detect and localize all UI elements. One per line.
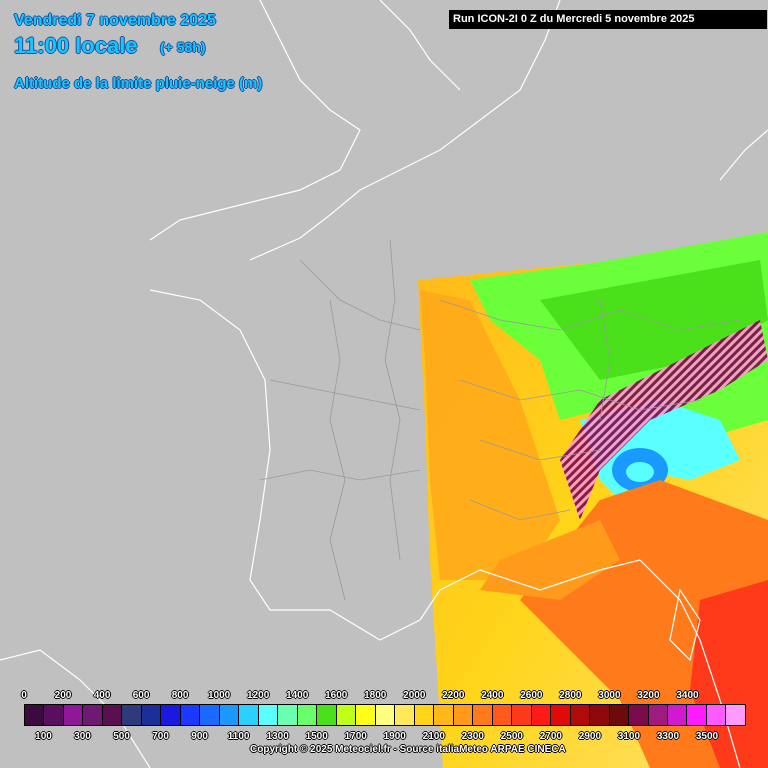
legend-label-bottom: 3100 [617,731,641,742]
legend-label-top: 800 [171,690,189,701]
legend-label-top: 2200 [442,690,465,701]
legend-swatch [63,705,84,725]
legend-swatch [551,705,571,725]
legend-label-bottom: 1500 [305,731,328,742]
legend-label-top: 3400 [676,690,699,701]
legend-label-bottom: 2100 [422,731,445,742]
legend-swatch [512,705,532,725]
legend-swatch [278,705,298,725]
legend-label-bottom: 1700 [344,731,367,742]
legend-label-top: 3000 [598,690,621,701]
legend-swatch [434,705,454,725]
legend-swatch [609,705,630,725]
legend-swatch [161,705,181,725]
color-legend-bar [24,704,746,726]
legend-label-bottom: 2700 [539,731,562,742]
legend-label-bottom: 3300 [656,731,680,742]
legend-label-top: 2000 [403,690,426,701]
legend-label-top: 1600 [325,690,348,701]
legend-label-bottom: 1900 [383,731,406,742]
legend-label-top: 1000 [208,690,231,701]
legend-label-top: 1800 [364,690,387,701]
legend-label-top: 0 [21,690,27,701]
legend-label-bottom: 1300 [266,731,289,742]
legend-swatch [239,705,259,725]
variable-title: Altitude de la limite pluie-neige (m) [14,75,263,92]
legend-label-top: 2600 [520,690,543,701]
legend-swatch [687,705,707,725]
legend-swatch [102,705,123,725]
legend-label-bottom: 100 [35,731,52,742]
legend-swatch [706,705,727,725]
legend-swatch [122,705,142,725]
legend-label-top: 400 [93,690,111,701]
legend-label-bottom: 900 [191,731,208,742]
run-info-banner: Run ICON-2I 0 Z du Mercredi 5 novembre 2… [449,10,767,29]
legend-label-top: 2400 [481,690,504,701]
legend-label-bottom: 1100 [227,731,250,742]
forecast-lead-time: (+ 58h) [160,39,206,55]
legend-swatch [629,705,649,725]
legend-swatch [356,705,376,725]
legend-swatch [453,705,474,725]
legend-label-top: 600 [132,690,150,701]
legend-swatch [395,705,415,725]
legend-label-bottom: 2500 [500,731,523,742]
legend-label-bottom: 700 [152,731,169,742]
legend-swatch [200,705,220,725]
legend-label-bottom: 2900 [578,731,602,742]
legend-label-bottom: 2300 [461,731,484,742]
legend-swatch [667,705,688,725]
legend-swatch [219,705,240,725]
legend-label-top: 2800 [559,690,582,701]
legend-swatch [297,705,318,725]
legend-swatch [336,705,357,725]
legend-label-top: 1400 [286,690,309,701]
copyright-notice: Copyright © 2025 Meteociel.fr - Source i… [250,744,566,755]
legend-label-top: 3200 [637,690,660,701]
legend-label-bottom: 300 [74,731,91,742]
legend-swatch [375,705,396,725]
legend-swatch [473,705,493,725]
region-borders [259,239,741,601]
forecast-time: 11:00 locale [14,33,138,58]
legend-swatch [83,705,103,725]
legend-swatch [25,705,45,725]
legend-swatch [180,705,201,725]
legend-swatch [414,705,435,725]
legend-swatch [570,705,591,725]
legend-label-top: 1200 [247,690,270,701]
legend-swatch [726,705,745,725]
legend-swatch [590,705,610,725]
legend-label-bottom: 3500 [695,731,719,742]
legend-label-bottom: 500 [113,731,130,742]
legend-swatch [141,705,162,725]
legend-swatch [317,705,337,725]
legend-swatch [258,705,279,725]
forecast-date: Vendredi 7 novembre 2025 [14,12,216,29]
legend-swatch [492,705,513,725]
legend-swatch [44,705,64,725]
legend-label-top: 200 [54,690,72,701]
legend-swatch [531,705,552,725]
legend-swatch [648,705,668,725]
